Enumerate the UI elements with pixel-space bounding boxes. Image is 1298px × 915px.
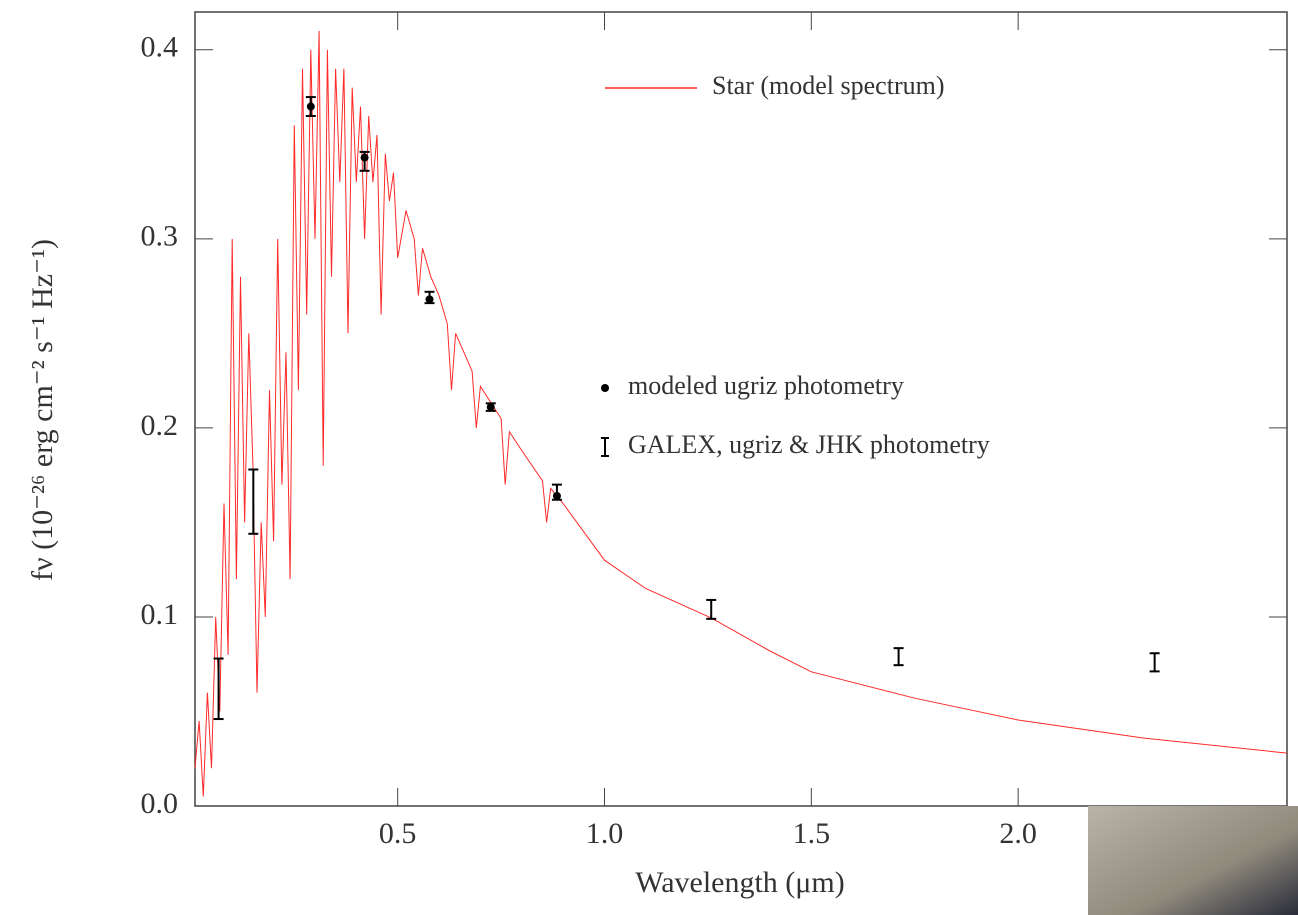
y-tick-label: 0.3 bbox=[141, 220, 179, 253]
x-tick-label: 1.0 bbox=[586, 817, 624, 850]
legend-label: modeled ugriz photometry bbox=[628, 371, 904, 400]
y-tick-label: 0.1 bbox=[141, 598, 179, 631]
y-tick-label: 0.0 bbox=[141, 787, 179, 820]
y-tick-label: 0.2 bbox=[141, 409, 179, 442]
x-tick-label: 1.5 bbox=[793, 817, 831, 850]
legend-label: Star (model spectrum) bbox=[712, 71, 945, 100]
plot-frame bbox=[194, 11, 1288, 807]
x-tick-label: 2.0 bbox=[999, 817, 1037, 850]
x-tick-label: 0.5 bbox=[379, 817, 417, 850]
corner-photo bbox=[1088, 806, 1298, 915]
spectrum-line bbox=[194, 30, 1288, 797]
legend-swatch bbox=[601, 384, 609, 392]
x-axis-title: Wavelength (μm) bbox=[635, 866, 844, 899]
legend-label: GALEX, ugriz & JHK photometry bbox=[628, 430, 990, 459]
y-axis-title: fν (10⁻²⁶ erg cm⁻² s⁻¹ Hz⁻¹) bbox=[26, 239, 59, 581]
y-tick-label: 0.4 bbox=[141, 31, 179, 64]
